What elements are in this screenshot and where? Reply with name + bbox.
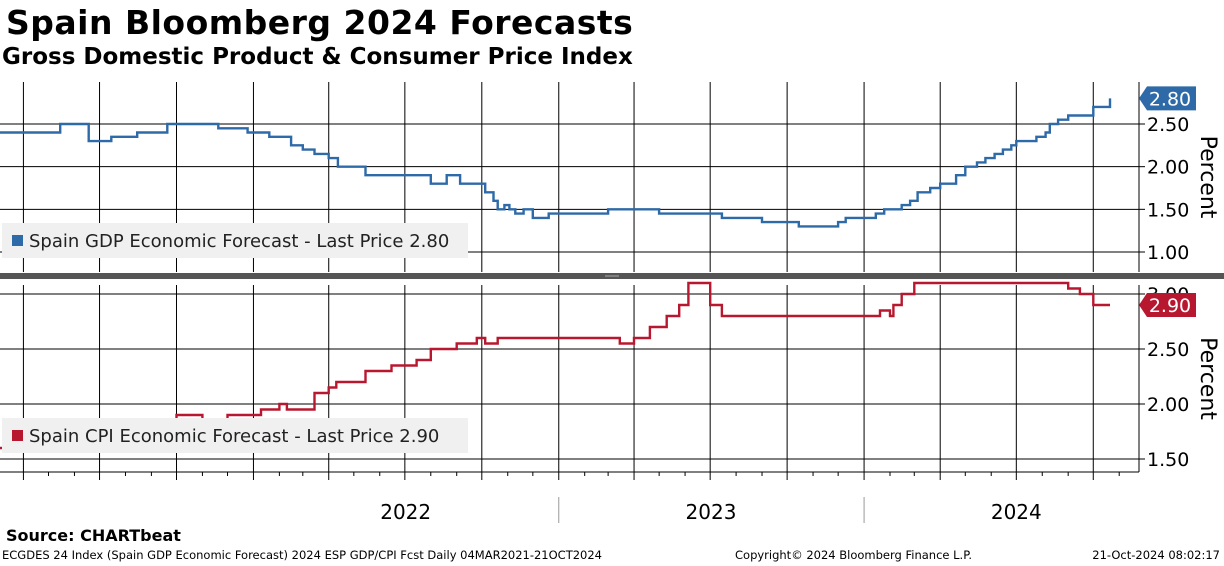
gdp-ytick-label: 1.00 [1147, 242, 1189, 264]
page-subtitle: Gross Domestic Product & Consumer Price … [2, 44, 633, 70]
cpi-legend-label: Spain CPI Economic Forecast - Last Price… [29, 426, 439, 447]
gdp-ytick-label: 2.00 [1147, 157, 1189, 179]
cpi-ytick-label: 2.00 [1147, 394, 1189, 416]
cpi-ytick-label: 2.50 [1147, 339, 1189, 361]
x-year-label: 2024 [991, 500, 1042, 524]
source-note: Source: CHARTbeat [6, 526, 181, 545]
gdp-legend-label: Spain GDP Economic Forecast - Last Price… [29, 231, 449, 252]
footer-timestamp: 21-Oct-2024 08:02:17 [1092, 548, 1220, 562]
x-year-label: 2023 [686, 500, 737, 524]
cpi-series-line [0, 281, 1110, 450]
gdp-last-value-tag [1139, 86, 1196, 111]
gdp-ytick-label: 2.50 [1147, 114, 1189, 136]
cpi-legend-swatch [12, 430, 23, 441]
gdp-legend-box [2, 223, 468, 258]
cpi-legend-box [2, 418, 468, 453]
footer-copyright: Copyright© 2024 Bloomberg Finance L.P. [735, 548, 972, 562]
x-year-label: 2022 [380, 500, 431, 524]
page-title: Spain Bloomberg 2024 Forecasts [6, 3, 634, 42]
gdp-ytick-label: 1.50 [1147, 199, 1189, 221]
gdp-panel: 1.00 1.50 2.00 2.50 Percent 2.80 Spain GDP Eco… [0, 82, 1220, 272]
cpi-ylabel: Percent [1195, 337, 1220, 420]
footer-index-info: ECGDES 24 Index (Spain GDP Economic Fore… [2, 548, 602, 562]
gdp-ylabel: Percent [1195, 136, 1220, 219]
gdp-legend-swatch [12, 235, 23, 246]
cpi-ytick-label: 1.50 [1147, 449, 1189, 471]
gdp-last-value-label: 2.80 [1149, 88, 1191, 110]
gdp-series-line [0, 98, 1112, 228]
cpi-last-value-tag [1139, 293, 1196, 317]
cpi-last-value-label: 2.90 [1149, 295, 1191, 317]
